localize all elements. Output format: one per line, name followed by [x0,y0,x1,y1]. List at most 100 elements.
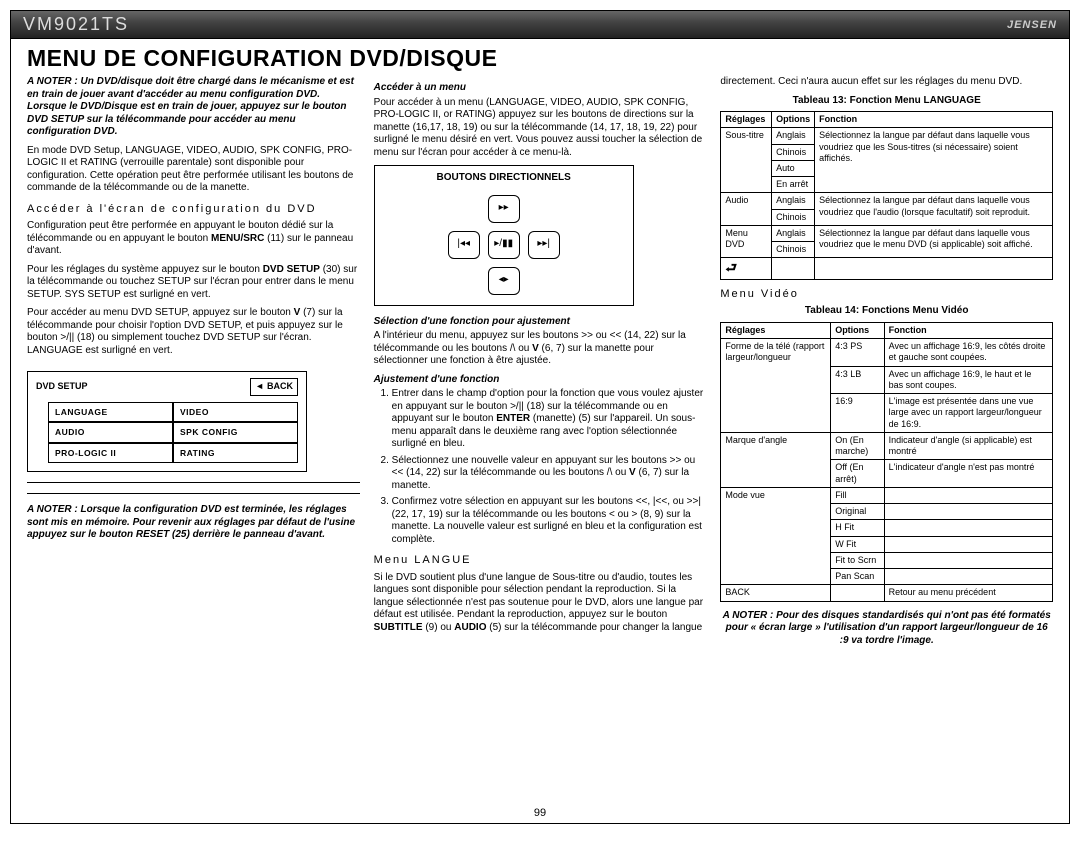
cell-rating[interactable]: RATING [173,443,298,464]
table14-cap: Tableau 14: Fonctions Menu Vidéo [720,305,1053,318]
cell-video[interactable]: VIDEO [173,402,298,423]
step-2: Sélectionnez une nouvelle valeur en appu… [392,455,707,493]
t: (5) sur la télécommande pour changer la … [486,622,702,633]
brand-logo: JENSEN [1007,19,1057,31]
table-row: AudioAnglaisSélectionnez la langue par d… [721,193,1053,209]
page-title: MENU DE CONFIGURATION DVD/DISQUE [27,45,1069,72]
right-button-icon[interactable]: ▸▸| [528,231,560,259]
c2-h3: Ajustement d'une fonction [374,374,707,387]
cell-option: 4:3 PS [831,339,884,367]
col-1: A NOTER : Un DVD/disque doit être chargé… [27,76,360,799]
cell-fonction [884,487,1052,503]
t: DVD SETUP [263,264,320,275]
cell-option [772,258,815,279]
dvd-setup-diagram: DVD SETUP ◄ BACK LANGUAGE VIDEO AUDIO SP… [27,371,307,472]
t: V [629,467,636,478]
dir-caption: BOUTONS DIRECTIONNELS [381,172,627,185]
model-number: VM9021TS [23,14,129,35]
back-button[interactable]: ◄ BACK [250,378,298,395]
note-2: A NOTER : Lorsque la configuration DVD e… [27,504,360,542]
table-14: Réglages Options Fonction Forme de la té… [720,322,1053,602]
col1-p1: En mode DVD Setup, LANGUAGE, VIDEO, AUDI… [27,145,360,195]
cell-option: Anglais [772,128,815,144]
header-bar: VM9021TS JENSEN [11,11,1069,39]
c2-p2: A l'intérieur du menu, appuyez sur les b… [374,330,707,368]
cell-option: Fit to Scrn [831,552,884,568]
table-row: Forme de la télé (rapport largeur/longue… [721,339,1053,367]
page: VM9021TS JENSEN MENU DE CONFIGURATION DV… [10,10,1070,824]
cell-option: On (En marche) [831,432,884,460]
cell-option: Original [831,504,884,520]
setup-label: DVD SETUP [36,381,88,392]
col1-h1: Accéder à l'écran de configuration du DV… [27,203,360,217]
th-reglages: Réglages [721,112,772,128]
up-button-icon[interactable]: ▸▸ [488,195,520,223]
step-1: Entrer dans le champ d'option pour la fo… [392,388,707,451]
cell-option [831,585,884,601]
cell-option: Pan Scan [831,569,884,585]
cell-option: 4:3 LB [831,366,884,394]
divider [27,493,360,494]
cell-pro-logic[interactable]: PRO-LOGIC II [48,443,173,464]
t: Si le DVD soutient plus d'une langue de … [374,572,703,621]
t: Pour les réglages du système appuyez sur… [27,264,263,275]
c2-p1: Pour accéder à un menu (LANGUAGE, VIDEO,… [374,97,707,160]
table-row: ⮐ [721,258,1053,279]
th-fonction: Fonction [815,112,1053,128]
play-pause-button-icon[interactable]: ▸/▮▮ [488,231,520,259]
cell-option: Chinois [772,144,815,160]
cell-fonction [884,552,1052,568]
cell-fonction: Avec un affichage 16:9, les côtés droite… [884,339,1052,367]
table13-cap: Tableau 13: Fonction Menu LANGUAGE [720,95,1053,108]
note-1: A NOTER : Un DVD/disque doit être chargé… [27,76,360,139]
left-button-icon[interactable]: |◂◂ [448,231,480,259]
cell-option: H Fit [831,520,884,536]
cell-fonction [884,504,1052,520]
table-row: Marque d'angleOn (En marche)Indicateur d… [721,432,1053,460]
cell-option: Fill [831,487,884,503]
cell-fonction: L'indicateur d'angle n'est pas montré [884,460,1052,488]
c2-p3: Si le DVD soutient plus d'une langue de … [374,572,707,635]
cell-fonction: Sélectionnez la langue par défaut dans l… [815,225,1053,258]
col1-p2: Configuration peut être performée en app… [27,220,360,258]
c2-h4: Menu LANGUE [374,554,707,568]
cell-option: Chinois [772,209,815,225]
th-reglages: Réglages [721,322,831,338]
cell-fonction: Sélectionnez la langue par défaut dans l… [815,128,1053,193]
th-options: Options [772,112,815,128]
t: AUDIO [454,622,486,633]
c2-h2: Sélection d'une fonction pour ajustement [374,316,707,329]
table-row: Menu DVDAnglaisSélectionnez la langue pa… [721,225,1053,241]
th-fonction: Fonction [884,322,1052,338]
cell-fonction: Avec un affichage 16:9, le haut et le ba… [884,366,1052,394]
directional-box: BOUTONS DIRECTIONNELS ▸▸ |◂◂ ▸/▮▮ ▸▸| ◂▸ [374,165,634,306]
t: ENTER [496,413,530,424]
col-3: directement. Ceci n'aura aucun effet sur… [720,76,1053,799]
col1-p4: Pour accéder au menu DVD SETUP, appuyez … [27,307,360,357]
cell-audio[interactable]: AUDIO [48,422,173,443]
cell-option: W Fit [831,536,884,552]
cell-fonction: Retour au menu précédent [884,585,1052,601]
col-2: Accéder à un menu Pour accéder à un menu… [374,76,707,799]
cell-language[interactable]: LANGUAGE [48,402,173,423]
table-row: Mode vueFill [721,487,1053,503]
cell-option: Chinois [772,242,815,258]
col1-p3: Pour les réglages du système appuyez sur… [27,264,360,302]
return-icon: ⮐ [721,258,772,279]
note-3: A NOTER : Pour des disques standardisés … [720,610,1053,648]
cell-fonction [884,520,1052,536]
cell-spk-config[interactable]: SPK CONFIG [173,422,298,443]
cell-option: Anglais [772,225,815,241]
c2-h1: Accéder à un menu [374,82,707,95]
back-label: BACK [267,381,293,392]
back-arrow-icon: ◄ [255,381,264,392]
table-13: Réglages Options Fonction Sous-titreAngl… [720,111,1053,280]
t: SUBTITLE [374,622,423,633]
th-options: Options [831,322,884,338]
t: (9) ou [423,622,455,633]
down-button-icon[interactable]: ◂▸ [488,267,520,295]
content-columns: A NOTER : Un DVD/disque doit être chargé… [11,76,1069,805]
cell-option: Anglais [772,193,815,209]
t: V [532,343,539,354]
cell-fonction: Indicateur d'angle (si applicable) est m… [884,432,1052,460]
